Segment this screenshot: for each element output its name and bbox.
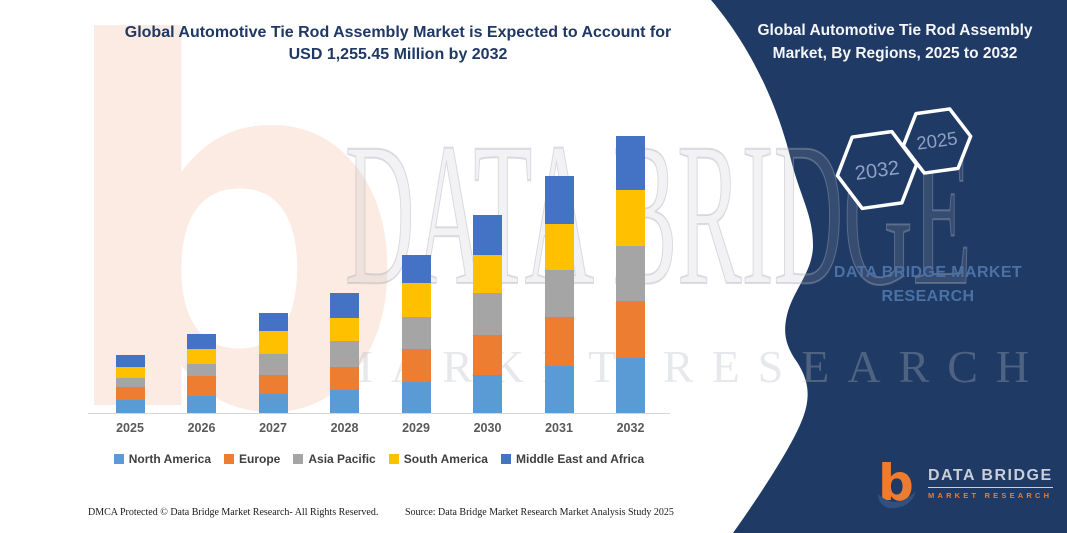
bar-segment-2030-asia-pacific <box>473 293 502 335</box>
bar-segment-2026-middle-east-and-africa <box>187 333 216 349</box>
legend-label: Europe <box>239 452 281 466</box>
logo-swoosh <box>878 491 916 509</box>
panel-brand-line1: DATA BRIDGE MARKET <box>833 264 1023 281</box>
bar-segment-2032-middle-east-and-africa <box>616 135 645 191</box>
panel-title-line1: Global Automotive Tie Rod Assembly <box>757 22 1033 39</box>
dmca-notice: DMCA Protected © Data Bridge Market Rese… <box>88 507 379 518</box>
logo-name: DATA BRIDGE <box>928 467 1053 488</box>
bar-2026 <box>187 333 216 413</box>
bar-segment-2030-middle-east-and-africa <box>473 215 502 255</box>
bar-segment-2031-asia-pacific <box>544 270 574 318</box>
bar-segment-2032-asia-pacific <box>616 246 645 302</box>
databridge-logo: b DATA BRIDGE MARKET RESEARCH <box>874 458 1053 512</box>
legend-swatch <box>388 454 399 464</box>
databridge-logo-icon: b <box>878 458 916 512</box>
bar-segment-2029-middle-east-and-africa <box>401 255 431 283</box>
legend-label: Asia Pacific <box>308 452 376 466</box>
hexagon-2032 <box>835 129 919 211</box>
hexagon-2025 <box>901 107 973 175</box>
bar-segment-2031-europe <box>544 317 574 367</box>
panel-title: Global Automotive Tie Rod Assembly Marke… <box>730 19 1060 65</box>
bar-segment-2031-north-america <box>544 366 574 413</box>
bar-segment-2026-europe <box>187 376 216 397</box>
legend-swatch <box>500 454 511 464</box>
bar-segment-2027-europe <box>258 375 288 394</box>
x-axis-line <box>88 413 670 414</box>
bar-segment-2026-asia-pacific <box>187 363 216 377</box>
x-axis-label-2026: 2026 <box>187 421 216 435</box>
panel-title-line2: Market, By Regions, 2025 to 2032 <box>772 45 1018 62</box>
stacked-bar-chart <box>88 115 670 414</box>
bar-segment-2027-south-america <box>258 331 288 354</box>
legend-swatch <box>293 454 304 464</box>
legend-item-north-america: North America <box>113 452 212 466</box>
x-axis-label-2027: 2027 <box>259 421 287 435</box>
legend-item-south-america: South America <box>388 452 488 466</box>
bar-segment-2029-north-america <box>401 382 431 413</box>
legend-item-middle-east-and-africa: Middle East and Africa <box>500 452 645 466</box>
bar-segment-2029-asia-pacific <box>401 316 431 349</box>
legend-item-europe: Europe <box>224 452 280 466</box>
bar-segment-2029-europe <box>401 348 431 383</box>
bar-segment-2025-south-america <box>115 367 145 378</box>
x-axis-label-2025: 2025 <box>116 421 144 435</box>
bar-segment-2029-south-america <box>401 282 431 317</box>
bar-segment-2025-europe <box>115 387 145 401</box>
x-axis-label-2028: 2028 <box>330 421 359 435</box>
legend-swatch <box>224 454 235 464</box>
x-axis-label-2032: 2032 <box>616 421 645 435</box>
panel-brand-text: DATA BRIDGE MARKET RESEARCH <box>788 261 1067 309</box>
bar-2029 <box>401 255 431 413</box>
hexagon-2025-outline <box>901 107 973 175</box>
bar-segment-2027-asia-pacific <box>258 353 288 376</box>
bar-segment-2028-middle-east-and-africa <box>330 293 359 318</box>
bar-segment-2028-north-america <box>330 389 359 413</box>
bar-segment-2028-europe <box>330 366 359 390</box>
page-title: Global Automotive Tie Rod Assembly Marke… <box>92 22 704 66</box>
page-title-line1: Global Automotive Tie Rod Assembly Marke… <box>124 24 672 41</box>
bar-segment-2032-europe <box>616 301 645 358</box>
bar-2030 <box>473 215 502 413</box>
side-panel-shape <box>711 0 1067 533</box>
bar-segment-2030-south-america <box>473 254 502 294</box>
bar-2032 <box>616 135 645 413</box>
bar-segment-2026-south-america <box>187 348 216 364</box>
bar-segment-2030-europe <box>473 334 502 376</box>
legend-label: Middle East and Africa <box>515 452 645 466</box>
legend-label: North America <box>128 452 212 466</box>
bar-segment-2027-middle-east-and-africa <box>258 312 288 332</box>
bar-segment-2028-south-america <box>330 317 359 342</box>
bar-segment-2025-middle-east-and-africa <box>115 354 145 368</box>
logo-tagline: MARKET RESEARCH <box>928 491 1053 500</box>
x-axis-label-2031: 2031 <box>545 421 573 435</box>
bar-segment-2027-north-america <box>258 394 288 413</box>
x-axis-label-2030: 2030 <box>473 421 502 435</box>
x-axis-label-2029: 2029 <box>402 421 430 435</box>
bar-segment-2025-asia-pacific <box>115 377 145 388</box>
bar-segment-2028-asia-pacific <box>330 341 359 367</box>
bar-segment-2025-north-america <box>115 400 145 413</box>
legend-item-asia-pacific: Asia Pacific <box>293 452 376 466</box>
legend-label: South America <box>403 452 488 466</box>
bar-segment-2032-north-america <box>616 357 645 413</box>
bar-2028 <box>330 293 359 413</box>
bar-segment-2032-south-america <box>616 190 645 247</box>
hexagon-2032-outline <box>835 129 919 211</box>
page-title-line2: USD 1,255.45 Million by 2032 <box>288 46 508 63</box>
year-hexagons: 2025 2032 <box>835 107 973 211</box>
x-axis-labels: 2025 2026 2027 2028 2029 2030 2031 2032 <box>88 421 670 437</box>
bar-segment-2031-south-america <box>544 223 574 271</box>
panel-brand-line2: RESEARCH <box>881 288 975 305</box>
logo-text: DATA BRIDGE MARKET RESEARCH <box>928 467 1053 500</box>
bar-segment-2026-north-america <box>187 396 216 413</box>
legend-swatch <box>113 454 124 464</box>
bar-2031 <box>544 175 574 413</box>
bar-2027 <box>258 312 288 413</box>
bar-2025 <box>115 354 145 413</box>
chart-legend: North America Europe Asia Pacific South Ame… <box>88 452 670 466</box>
source-note: Source: Data Bridge Market Research Mark… <box>405 507 674 518</box>
bar-segment-2031-middle-east-and-africa <box>544 175 574 224</box>
bar-segment-2030-north-america <box>473 375 502 413</box>
